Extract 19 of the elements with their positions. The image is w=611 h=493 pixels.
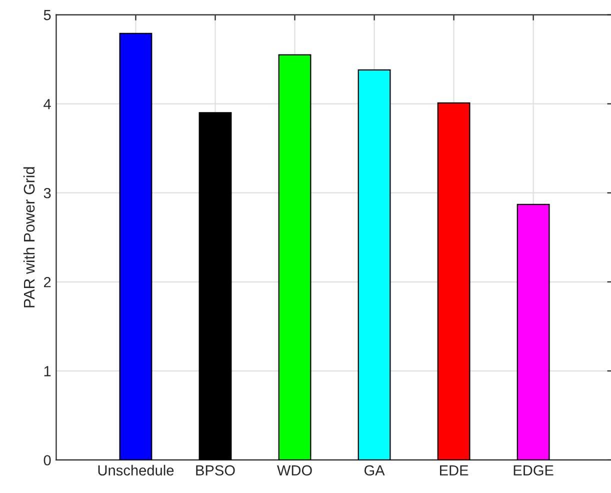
- y-tick-label: 3: [44, 188, 51, 198]
- x-tick-label: WDO: [277, 465, 312, 476]
- x-tick-label: EDE: [440, 465, 468, 476]
- bar: [358, 69, 391, 460]
- bar: [516, 204, 550, 460]
- y-axis-title: PAR with Power Grid: [23, 167, 35, 308]
- y-tick-label: 0: [44, 455, 51, 466]
- bar: [437, 102, 470, 460]
- x-tick-label: BPSO: [196, 465, 235, 476]
- y-tick-label: 2: [44, 277, 51, 288]
- bar: [119, 32, 152, 460]
- y-tick-label: 1: [44, 366, 51, 376]
- y-tick-label: 5: [44, 10, 51, 20]
- y-tick-label: 4: [44, 99, 51, 110]
- x-tick-label: GA: [364, 465, 385, 476]
- x-tick-label: Unschedule: [98, 464, 174, 476]
- bar: [278, 54, 312, 460]
- bar: [198, 112, 232, 460]
- x-tick-label: EDGE: [514, 465, 554, 476]
